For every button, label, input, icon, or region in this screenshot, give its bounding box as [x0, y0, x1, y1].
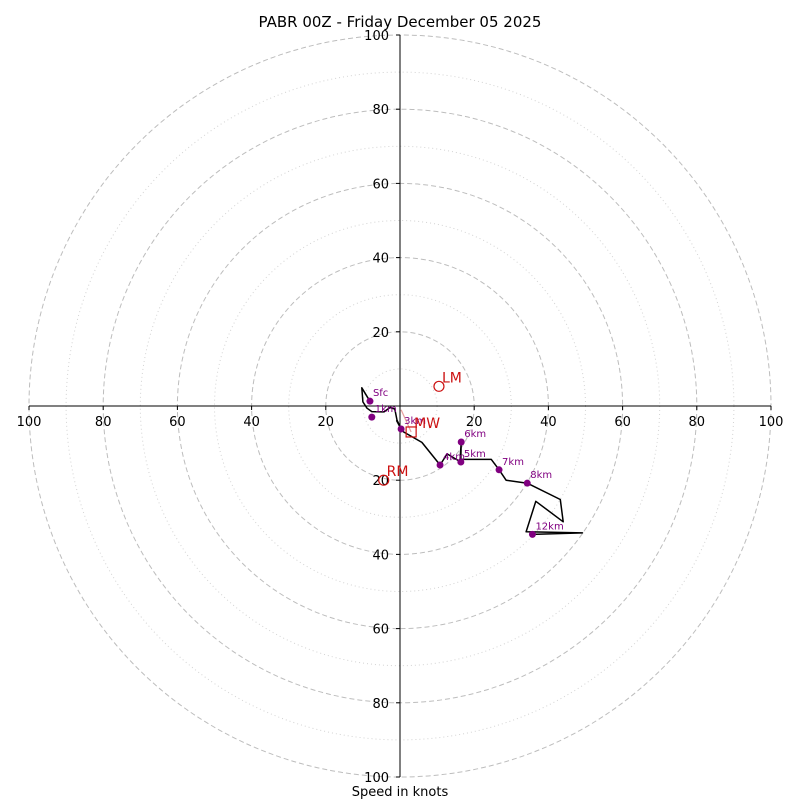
height-marker-dot — [366, 397, 374, 405]
x-tick-label: 100 — [17, 415, 42, 430]
height-marker-label: 12km — [535, 521, 563, 532]
height-marker-dot — [495, 466, 503, 474]
height-marker-label: 6km — [464, 429, 486, 440]
x-tick-label: 100 — [759, 415, 784, 430]
shear-vector-line — [400, 409, 412, 433]
x-tick-label: 60 — [614, 415, 631, 430]
storm-motion-label: LM — [442, 370, 462, 386]
shear-vector — [400, 409, 412, 433]
y-tick-label: 60 — [372, 177, 389, 192]
y-tick-label: 100 — [364, 771, 389, 786]
storm-motions: LM RM MW — [378, 370, 462, 486]
storm-motion-label: RM — [387, 464, 409, 480]
x-tick-label: 80 — [689, 415, 706, 430]
y-tick-label: 20 — [372, 326, 389, 341]
hodograph-trace-group — [361, 387, 584, 536]
y-tick-label: 80 — [372, 697, 389, 712]
x-tick-label: 20 — [318, 415, 335, 430]
height-marker-label: 8km — [530, 470, 552, 481]
storm-motion-marker — [378, 474, 390, 486]
height-marker-label: 1km — [375, 404, 397, 415]
y-tick-label: 80 — [372, 103, 389, 118]
height-marker-label: 4km — [443, 452, 465, 463]
chart-title: PABR 00Z - Friday December 05 2025 — [259, 13, 542, 31]
y-tick-label: 40 — [372, 548, 389, 563]
storm-motion-marker — [405, 426, 417, 438]
height-marker-label: 5km — [464, 449, 486, 460]
height-marker-dot — [528, 530, 536, 538]
height-marker-dot — [457, 458, 465, 466]
height-marker-dot — [397, 425, 405, 433]
x-tick-label: 60 — [169, 415, 186, 430]
height-marker-label: 3km — [404, 416, 426, 427]
x-tick-label: 40 — [540, 415, 557, 430]
tick-labels: 100 80 60 40 20 20 40 60 80 100100806040202040608… — [17, 29, 784, 786]
height-marker-dot — [436, 461, 444, 469]
y-tick-label: 40 — [372, 252, 389, 267]
height-marker-label: Sfc — [373, 388, 388, 399]
height-marker-label: 7km — [502, 457, 524, 468]
y-tick-label: 60 — [372, 623, 389, 638]
axes — [29, 35, 771, 777]
storm-motion-marker — [433, 380, 445, 392]
x-tick-label: 20 — [466, 415, 483, 430]
height-marker-dot — [523, 479, 531, 487]
y-tick-label: 100 — [364, 29, 389, 44]
height-marker-dot — [368, 413, 376, 421]
x-axis-label: Speed in knots — [352, 785, 449, 800]
height-marker-dot — [457, 438, 465, 446]
storm-motion-label: MW — [414, 416, 440, 432]
hodograph-line — [361, 387, 584, 536]
x-tick-label: 40 — [243, 415, 260, 430]
x-tick-label: 80 — [95, 415, 112, 430]
